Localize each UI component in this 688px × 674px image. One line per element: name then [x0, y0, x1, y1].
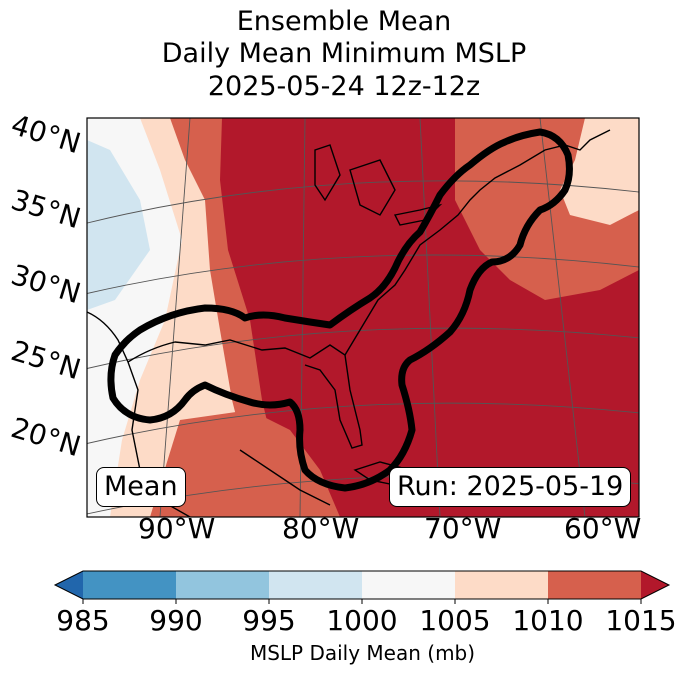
- colorbar-tick-995: 995: [242, 604, 296, 637]
- contour-outline: [107, 128, 573, 492]
- shade-1005-east: [560, 118, 639, 225]
- shade-995-west: [87, 140, 150, 310]
- colorbar-tick-985: 985: [56, 604, 110, 637]
- colorbar-tick-1000: 1000: [326, 604, 398, 637]
- colorbar-tick-990: 990: [149, 604, 203, 637]
- colorbar-extend-high: [641, 571, 669, 599]
- colorbar-tick-1010: 1010: [512, 604, 584, 637]
- lon-label-70: 70°W: [424, 512, 502, 545]
- colorbar-label: MSLP Daily Mean (mb): [249, 641, 476, 665]
- title-line-2: Daily Mean Minimum MSLP: [161, 38, 527, 69]
- title-line-3: 2025-05-24 12z-12z: [207, 71, 481, 102]
- colorbar-segment: [455, 571, 549, 599]
- title-line-1: Ensemble Mean: [236, 6, 452, 37]
- shade-1010-south: [150, 410, 340, 517]
- colorbar-segment: [362, 571, 456, 599]
- mean-label-box: Mean: [96, 467, 186, 507]
- colorbar-extend-low: [55, 571, 83, 599]
- colorbar-segment: [269, 571, 363, 599]
- colorbar-tick-1015: 1015: [605, 604, 677, 637]
- colorbar-segment: [548, 571, 642, 599]
- colorbar-tick-1005: 1005: [419, 604, 491, 637]
- colorbar-segment: [83, 571, 177, 599]
- lon-label-90: 90°W: [138, 512, 216, 545]
- run-label-box: Run: 2025-05-19: [389, 467, 632, 507]
- colorbar-segment: [176, 571, 270, 599]
- lon-label-60: 60°W: [564, 512, 642, 545]
- lon-label-80: 80°W: [282, 512, 360, 545]
